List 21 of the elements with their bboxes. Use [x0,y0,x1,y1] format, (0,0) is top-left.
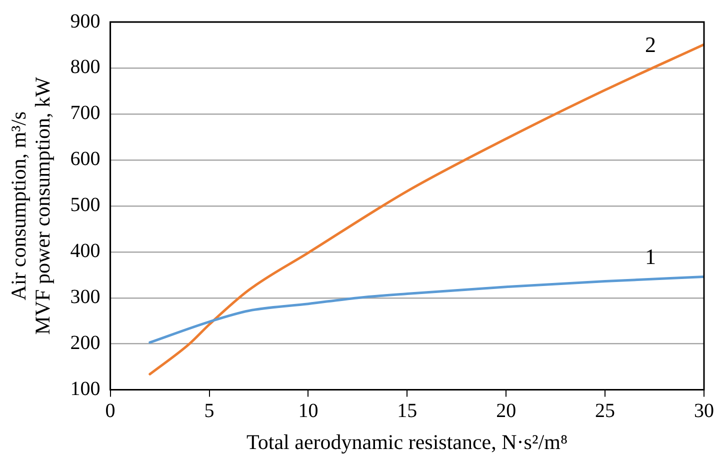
x-tick-label: 0 [105,400,116,422]
x-tick-label: 25 [595,400,616,422]
y-tick-label: 700 [70,102,100,124]
line-series [148,275,704,344]
y-tick-label: 600 [70,148,100,170]
y-tick-label: 900 [70,10,100,32]
y-axis-title: Air consumption, m³/s MVF power consumption, kW [6,76,55,335]
x-tick-label: 20 [496,400,516,422]
x-tick-label: 15 [397,400,418,422]
x-tick-label: 30 [694,400,714,422]
y-tick-label: 300 [70,286,100,308]
y-tick-label: 200 [70,332,100,354]
annotation: 1 [645,244,656,269]
annotation: 2 [645,32,656,58]
x-tick-label: 10 [298,400,318,422]
y-tick-label: 100 [70,378,100,400]
x-axis-title: Total aerodynamic resistance, N·s²/m⁸ [246,430,568,454]
y-tick-label: 500 [70,194,100,216]
y-tick-label: 400 [70,240,100,262]
y-tick-label: 800 [70,56,100,78]
x-tick-label: 5 [204,400,214,422]
